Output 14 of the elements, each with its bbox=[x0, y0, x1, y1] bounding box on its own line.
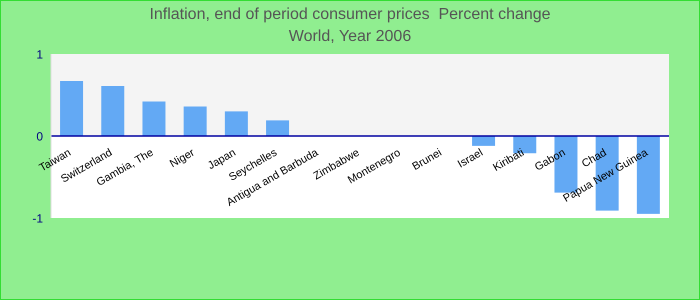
bar bbox=[142, 102, 166, 136]
y-tick-label: 1 bbox=[36, 47, 44, 62]
x-tick-label: Chad bbox=[580, 146, 609, 170]
y-tick-label: -1 bbox=[32, 211, 44, 226]
x-tick-label: Niger bbox=[168, 146, 197, 170]
chart-title: Inflation, end of period consumer prices Percent change bbox=[148, 5, 552, 25]
bar bbox=[184, 106, 207, 136]
bar bbox=[101, 86, 124, 136]
bar bbox=[266, 120, 290, 136]
bar bbox=[60, 81, 84, 136]
y-tick-label: 0 bbox=[36, 129, 44, 144]
bar bbox=[224, 111, 248, 136]
chart-subtitle: World, Year 2006 bbox=[288, 27, 412, 47]
bar bbox=[472, 136, 496, 146]
